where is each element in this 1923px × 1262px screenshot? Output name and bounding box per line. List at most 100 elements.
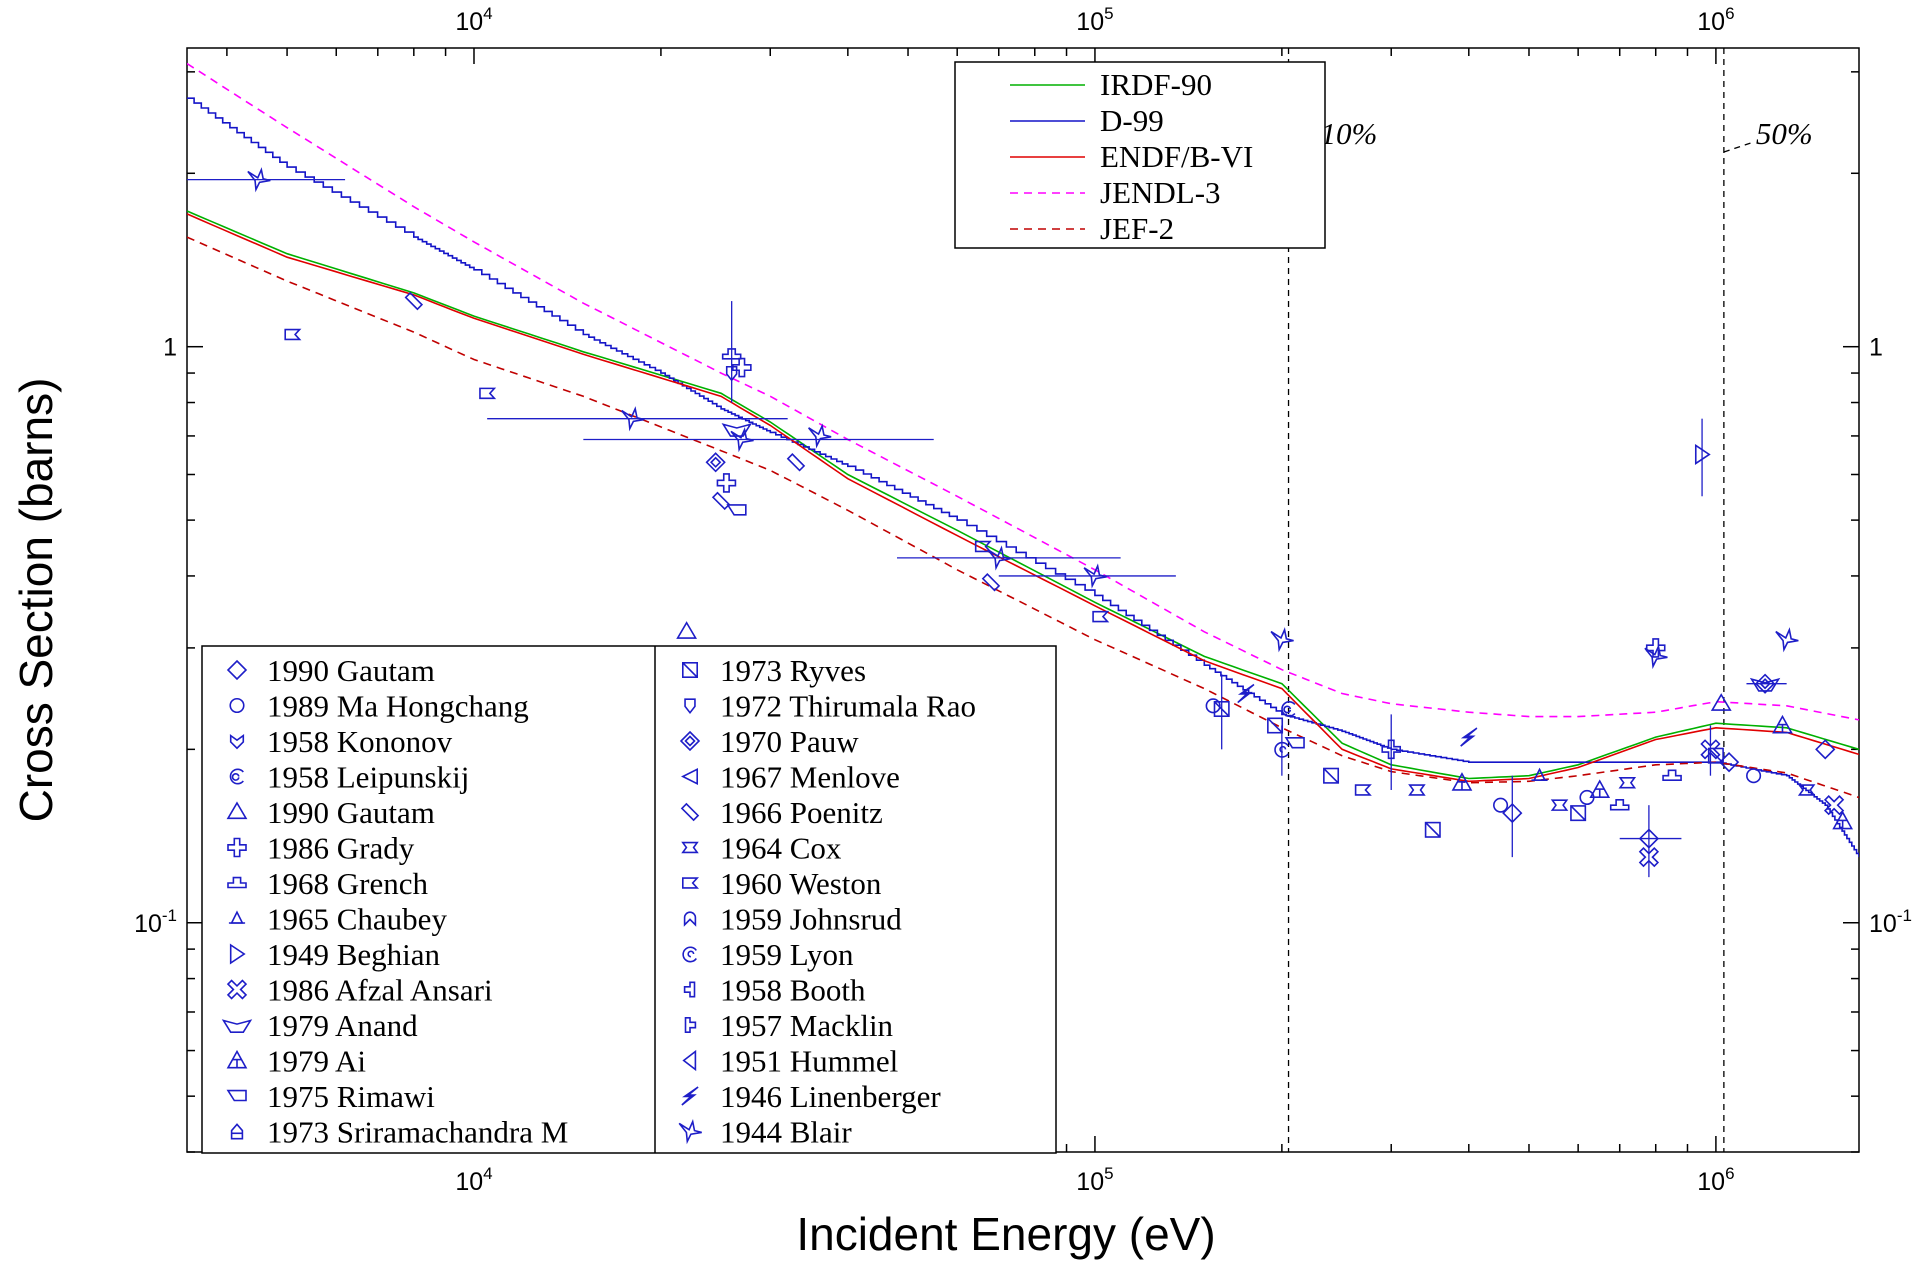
marker-triple-triangle [1589,779,1611,799]
legend-experiment-label: 1979 Anand [267,1008,418,1043]
marker-bolt [681,1086,699,1106]
marker-square-slash [1267,717,1284,734]
svg-text:10-1: 10-1 [1869,906,1912,938]
marker-triangle-right [229,943,246,965]
marker-house [230,1123,244,1140]
marker-diamond-inner [1754,673,1776,694]
legend-series-label: JEF-2 [1100,211,1174,246]
y-tick-label-right: 1 [1869,334,1883,362]
legend-experiment-label: 1964 Cox [720,831,842,866]
marker-triangle-left [682,1049,697,1072]
marker-diamond-inner [705,452,726,473]
marker-cross [227,837,247,858]
svg-text:106: 106 [1697,1164,1734,1196]
marker-pentagon-wide [221,1019,253,1033]
svg-text:104: 104 [455,1164,492,1196]
marker-triangle-left-open [681,768,698,785]
marker-diamond [1718,752,1740,773]
legend-experiment-label: 1958 Leipunskij [267,760,469,795]
marker-square-slash [1213,701,1230,718]
marker-hook [682,946,697,963]
y-axis-title: Cross Section (barns) [10,378,62,823]
marker-x-cross [1823,795,1845,816]
marker-cross [1381,739,1402,760]
marker-bowtie-rect [1408,784,1426,796]
marker-bolt-star [808,423,832,449]
marker-circle [1205,698,1221,714]
series-line-jef-2 [187,236,1859,799]
x-tick-label-bottom: 104 [455,1164,492,1196]
svg-text:104: 104 [455,4,492,36]
marker-bolt [1237,683,1255,704]
marker-notch-rect [479,387,497,400]
marker-spiral [229,768,244,785]
legend-series-label: D-99 [1100,103,1164,138]
legend-experiment-label: 1972 Thirumala Rao [720,689,976,724]
marker-cross [1645,638,1666,658]
marker-hat [227,876,247,889]
y-tick-label-right: 10-1 [1869,906,1912,938]
legend-experiment-label: 1958 Kononov [267,724,453,759]
marker-heart [229,734,245,750]
marker-diamond-thin [711,491,731,511]
marker-bolt-star [1270,627,1294,653]
marker-hat [1662,769,1682,782]
series-line-jendl-3 [187,62,1859,721]
marker-x-cross [1638,846,1660,868]
threshold-label: 10% [1321,116,1378,151]
marker-hat [721,348,742,360]
marker-bolt-star [621,406,645,432]
marker-flag-left [726,504,747,516]
marker-notch-rect [974,540,992,553]
marker-small-triangle [1531,767,1548,782]
marker-step [683,981,696,998]
legend-experiment-label: 1959 Johnsrud [720,902,902,937]
x-axis-title: Incident Energy (eV) [796,1208,1215,1260]
legend-experiment-label: 1958 Booth [720,973,866,1008]
marker-notch-rect [284,328,302,341]
marker-diamond-thin [981,573,1001,592]
axis-tick-labels: 104 104 105 105 106 106 1 1 10-1 10-1 [134,4,1912,1196]
legend-experiment-label: 1960 Weston [720,866,882,901]
marker-flag-left [1284,736,1305,749]
marker-bowtie-rect [681,841,699,854]
experimental-points [187,167,1854,878]
marker-triangle [226,801,248,820]
marker-diamond [226,659,248,681]
marker-diamond-thin [680,802,700,822]
experiments-legend-box [201,645,1057,1154]
legend-experiment-label: 1967 Menlove [720,760,900,795]
marker-small-triangle [228,910,246,924]
marker-x-cross [1700,739,1721,760]
series-line-d-99 [187,97,1859,858]
marker-pentagon-wide [721,423,753,437]
marker-square-slash [682,662,698,678]
svg-text:1: 1 [163,334,177,362]
legend-experiment-label: 1965 Chaubey [267,902,447,937]
x-tick-label-top: 106 [1697,4,1734,36]
marker-notch-rect [1092,610,1110,623]
marker-hat [1609,798,1630,811]
marker-bowtie-rect [1618,777,1637,789]
marker-shield [684,698,696,714]
legend-series-label: IRDF-90 [1100,67,1212,102]
evaluated-data-curves [187,62,1859,858]
marker-diamond-thin [404,291,424,311]
marker-bolt-star [1775,627,1799,653]
marker-bolt-star [678,1118,702,1145]
threshold-lines: 10% 50% [1287,48,1813,1152]
marker-notch-rect [1354,784,1372,796]
marker-step-right [684,1017,697,1033]
marker-cross [716,473,737,493]
marker-bolt-star [1083,563,1107,589]
marker-triangle [676,621,698,639]
x-tick-label-bottom: 105 [1076,1164,1113,1196]
marker-bolt [1460,727,1478,747]
legend-experiment-label: 1951 Hummel [720,1044,898,1079]
marker-hook [1274,741,1289,758]
series-legend-box [954,61,1326,249]
svg-text:10-1: 10-1 [134,906,177,938]
marker-x-cross [226,979,248,1000]
marker-bolt-star [987,545,1011,571]
